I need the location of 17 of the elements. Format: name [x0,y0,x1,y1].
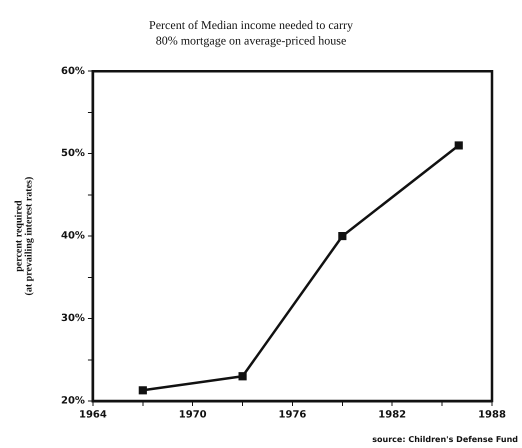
point [454,141,463,150]
point [338,232,346,240]
y-tick-label: 40% [61,230,85,242]
x-tick-label: 1982 [378,410,406,421]
chart-title: Percent of Median income needed to carry 80% mortgage on average-priced house [149,18,353,48]
x-tick-label: 1988 [478,410,506,421]
x-tick-label: 1964 [79,410,107,421]
point [138,386,147,394]
x-tick-label: 1970 [178,410,207,421]
y-tick-label: 50% [61,148,85,160]
point [238,372,247,380]
y-tick-label: 60% [61,66,85,77]
source-note: source: Children's Defense Fund [372,435,518,444]
y-tick-label: 20% [61,396,85,407]
y-axis-title: percent required (at prevailing interest rates) [14,176,35,296]
y-tick-label: 30% [61,313,85,324]
x-tick-label: 1976 [278,410,306,421]
